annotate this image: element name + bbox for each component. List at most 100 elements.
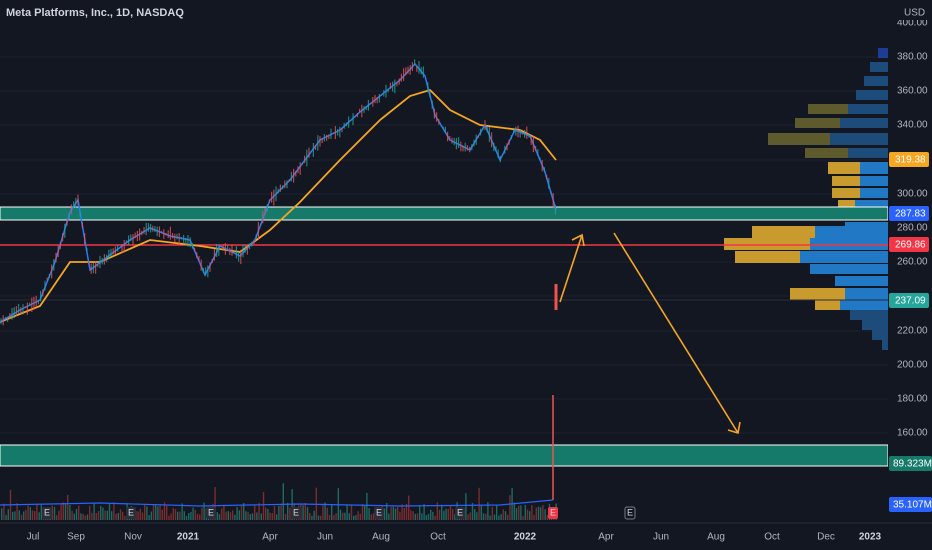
volume-bar xyxy=(38,512,40,520)
volume-bar xyxy=(12,512,14,520)
volume-bar xyxy=(69,505,71,520)
volume-bar xyxy=(172,508,174,520)
volume-bar xyxy=(155,504,157,520)
volume-bar xyxy=(223,504,225,520)
time-label: Nov xyxy=(124,532,142,543)
volume-bar xyxy=(390,507,392,520)
earnings-marker xyxy=(126,507,136,519)
badge xyxy=(889,206,929,221)
earnings-marker xyxy=(206,507,216,519)
badge xyxy=(889,497,932,512)
volume-bar xyxy=(157,506,159,520)
volume-bar xyxy=(152,504,155,520)
time-label: Jul xyxy=(27,532,40,543)
volume-bar xyxy=(234,514,236,520)
volume-bar xyxy=(392,506,394,520)
volume-bar xyxy=(95,513,97,520)
volume-bar xyxy=(311,515,313,520)
candles xyxy=(0,59,557,326)
volume-bar xyxy=(201,507,203,520)
badge xyxy=(889,237,929,252)
time-label: Apr xyxy=(598,532,614,543)
resistance-zone xyxy=(0,206,889,221)
volume-bar xyxy=(504,511,507,520)
volume-bar xyxy=(348,513,350,520)
volume-bar xyxy=(491,507,493,520)
volume-bar xyxy=(51,505,53,520)
volume-bar xyxy=(276,514,278,520)
grid xyxy=(0,56,888,434)
volume-bar xyxy=(447,508,449,520)
volume-bar xyxy=(111,511,113,520)
time-label: Aug xyxy=(707,532,725,543)
time-label: Aug xyxy=(372,532,390,543)
volume-bar xyxy=(359,513,361,520)
time-label: Dec xyxy=(817,532,835,543)
volume-bar xyxy=(408,495,410,520)
volume-bar xyxy=(467,514,469,520)
price-axis xyxy=(888,0,932,523)
price-label: 220.00 xyxy=(897,326,928,337)
volume-bar xyxy=(199,514,201,520)
volume-bars xyxy=(0,483,557,520)
volume-bar xyxy=(487,502,489,520)
volume-bar xyxy=(75,508,78,520)
support-zone xyxy=(0,444,889,467)
volume-bar xyxy=(3,503,5,520)
volume-bar xyxy=(540,507,542,520)
volume-bar xyxy=(170,513,172,520)
earnings-label: E xyxy=(457,507,463,517)
volume-bar xyxy=(441,504,443,520)
volume-bar xyxy=(18,510,20,520)
volume-bar xyxy=(493,514,496,520)
volume-bar xyxy=(368,508,370,520)
volume-bar xyxy=(533,514,535,520)
volume-bar xyxy=(53,507,56,520)
volume-bar xyxy=(82,513,84,520)
badge-text: 35.107M xyxy=(893,500,932,511)
volume-bar xyxy=(529,511,531,520)
volume-bar xyxy=(168,515,170,520)
volume-bar xyxy=(361,504,364,520)
volume-bar xyxy=(509,495,511,520)
volume-bar xyxy=(414,513,416,520)
volume-bar xyxy=(324,502,326,520)
volume-bar xyxy=(386,503,388,520)
volume-bar xyxy=(304,503,306,520)
volume-bar xyxy=(254,505,256,520)
volume-bar xyxy=(150,511,152,520)
volume-bar xyxy=(438,509,441,520)
volume-bar xyxy=(280,503,282,520)
volume-bar xyxy=(5,514,7,520)
volume-bar xyxy=(337,488,339,520)
volume-bar xyxy=(425,515,427,520)
volume-bar xyxy=(60,503,62,520)
price-label: 340.00 xyxy=(897,120,928,131)
volume-bar xyxy=(36,503,38,520)
volume-bar xyxy=(302,505,304,520)
volume-bar xyxy=(260,513,262,520)
volume-bar xyxy=(335,513,337,520)
badge-text: 319.38 xyxy=(895,155,926,166)
volume-bar xyxy=(14,511,16,520)
volume-bar xyxy=(190,511,192,520)
volume-bar xyxy=(216,512,218,520)
volume-bar xyxy=(454,514,456,520)
price-label: 260.00 xyxy=(897,257,928,268)
volume-bar xyxy=(421,513,423,520)
volume-bar xyxy=(469,512,471,520)
price-label: 180.00 xyxy=(897,394,928,405)
volume-bar xyxy=(58,510,60,520)
volume-bar xyxy=(271,513,273,520)
volume-bar xyxy=(482,513,485,520)
volume-bar xyxy=(388,513,390,520)
earnings-label: E xyxy=(128,507,134,517)
volume-bar xyxy=(188,513,190,520)
volume-bar xyxy=(179,511,181,520)
volume-bar xyxy=(218,514,221,520)
volume-bar xyxy=(20,514,23,520)
earnings-marker xyxy=(291,507,301,519)
volume-bar xyxy=(432,511,434,520)
